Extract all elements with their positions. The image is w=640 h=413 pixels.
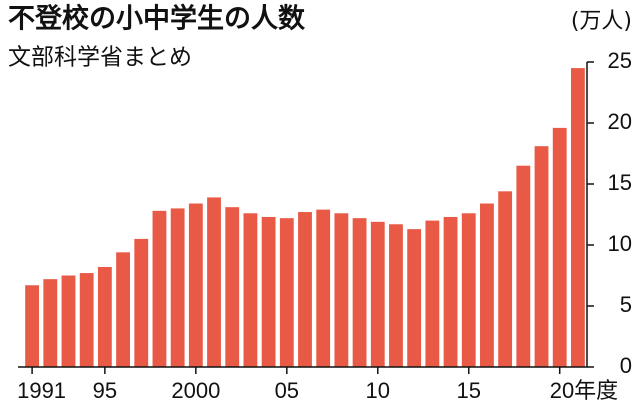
x-tick-label: 2000	[171, 378, 220, 403]
x-tick-label: 20年度	[550, 378, 618, 403]
bar	[570, 68, 585, 367]
bar	[461, 213, 476, 367]
bar	[552, 127, 567, 367]
bar	[516, 165, 531, 367]
bar	[261, 216, 276, 367]
bar	[389, 224, 403, 367]
bar	[352, 218, 367, 367]
chart-subtitle: 文部科学省まとめ	[8, 45, 192, 71]
bar	[43, 279, 58, 367]
y-tick-label: 15	[608, 170, 632, 195]
bar	[498, 191, 513, 367]
unit-label: (万人)	[571, 9, 632, 34]
bar	[407, 229, 422, 367]
bar	[425, 220, 440, 367]
y-tick-label: 5	[620, 292, 632, 317]
x-tick-label: 05	[275, 378, 299, 403]
x-tick-label: 15	[456, 378, 480, 403]
bar	[188, 203, 203, 367]
y-tick-label: 25	[608, 48, 632, 73]
bar	[334, 213, 349, 367]
bar	[170, 208, 185, 367]
bar	[79, 273, 94, 367]
bar	[534, 146, 549, 367]
bar	[207, 197, 221, 367]
bar	[370, 221, 385, 367]
bar	[279, 218, 294, 367]
bar	[116, 252, 130, 367]
bar	[97, 266, 112, 367]
x-tick-label: 10	[366, 378, 390, 403]
y-tick-label: 20	[608, 109, 632, 134]
y-tick-label: 10	[608, 231, 632, 256]
bar	[134, 238, 149, 367]
bar	[152, 210, 167, 367]
bar	[480, 203, 494, 367]
bar	[316, 209, 331, 367]
bar	[443, 216, 458, 367]
bar	[243, 213, 258, 367]
chart-title: 不登校の小中学生の人数	[8, 3, 306, 35]
x-tick-label: 95	[93, 378, 117, 403]
bar	[225, 207, 240, 367]
bar	[298, 212, 312, 367]
bar	[25, 285, 40, 367]
bar	[61, 275, 76, 367]
x-tick-label: 1991	[17, 378, 66, 403]
y-tick-label: 0	[620, 353, 632, 378]
